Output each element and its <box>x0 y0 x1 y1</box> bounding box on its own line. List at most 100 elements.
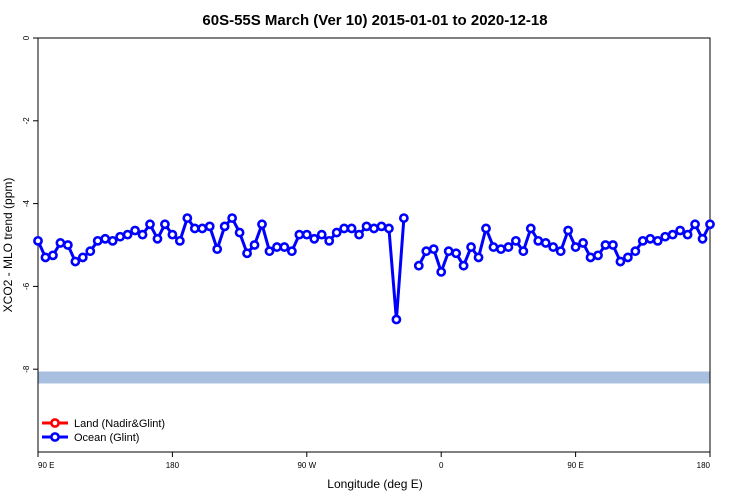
data-point <box>152 233 163 244</box>
data-point <box>466 242 476 252</box>
legend-swatch-marker <box>50 432 60 442</box>
reference-band <box>38 371 710 384</box>
data-point <box>361 221 372 232</box>
data-point <box>294 229 305 240</box>
reference-band-layer <box>38 371 710 384</box>
data-point <box>339 223 350 234</box>
data-point <box>391 314 402 325</box>
data-point <box>107 235 118 246</box>
series-line <box>36 216 406 321</box>
data-point <box>62 240 73 250</box>
data-point <box>570 242 581 252</box>
data-point <box>615 256 626 267</box>
x-tick-label: 90 W <box>297 461 316 470</box>
data-point <box>309 233 320 244</box>
data-point <box>667 229 678 240</box>
data-point <box>697 233 708 244</box>
data-point <box>182 213 193 223</box>
data-point <box>578 238 588 248</box>
data-point <box>219 221 230 232</box>
data-point <box>369 223 379 234</box>
data-point <box>92 235 103 246</box>
data-point <box>600 240 611 250</box>
data-point <box>518 246 529 257</box>
x-tick-label: 0 <box>439 461 444 470</box>
data-point <box>637 235 648 246</box>
data-point <box>204 221 215 232</box>
x-tick-label: 180 <box>166 461 180 470</box>
data-point <box>436 267 447 277</box>
data-point <box>473 252 484 263</box>
data-point <box>100 233 111 244</box>
data-point <box>264 246 275 257</box>
data-point <box>346 223 357 234</box>
data-point <box>690 219 700 230</box>
data-point <box>413 260 424 271</box>
data-point <box>160 219 170 230</box>
data-point <box>645 233 656 244</box>
data-point <box>705 219 715 230</box>
x-tick-label: 90 E <box>38 461 54 470</box>
data-point <box>77 252 88 263</box>
data-point <box>481 223 491 234</box>
data-point <box>234 227 245 238</box>
data-point <box>40 252 51 263</box>
data-point <box>279 242 290 252</box>
data-point <box>384 223 394 234</box>
data-point <box>496 244 506 255</box>
data-point <box>548 242 559 252</box>
chart-title: 60S-55S March (Ver 10) 2015-01-01 to 202… <box>202 12 547 29</box>
data-point <box>563 225 574 236</box>
data-point <box>189 223 200 234</box>
data-point <box>488 242 499 252</box>
data-point <box>316 229 327 240</box>
data-point <box>540 238 551 248</box>
data-point <box>428 244 439 255</box>
data-point <box>85 246 96 257</box>
data-point <box>122 229 133 240</box>
data-point <box>115 231 126 242</box>
data-point <box>354 229 364 240</box>
data-point <box>458 260 469 271</box>
data-point <box>451 248 462 259</box>
legend-label: Land (Nadir&Glint) <box>74 418 165 430</box>
data-point <box>555 246 566 257</box>
x-tick-label: 180 <box>697 461 711 470</box>
data-point <box>212 244 223 255</box>
data-point <box>167 229 178 240</box>
data-point <box>286 246 297 257</box>
data-point <box>376 221 387 232</box>
data-point <box>585 252 596 263</box>
data-point <box>510 235 521 246</box>
x-tick-label: 90 E <box>567 461 583 470</box>
data-point <box>652 235 663 246</box>
legend: Land (Nadir&Glint) Ocean (Glint) <box>42 418 165 444</box>
data-point <box>130 225 140 236</box>
y-axis-label: XCO2 - MLO trend (ppm) <box>1 178 15 313</box>
y-tick-label: 0 <box>22 35 31 40</box>
x-axis-label: Longitude (deg E) <box>327 477 422 491</box>
y-tick-label: -4 <box>22 199 31 207</box>
data-point <box>197 223 208 234</box>
y-axis: 0 -2 -4 -6 -8 <box>22 35 38 373</box>
data-point <box>301 229 312 240</box>
y-tick-label: -6 <box>22 282 31 290</box>
series-layer <box>33 213 715 325</box>
data-point <box>525 223 536 234</box>
data-point <box>443 246 454 257</box>
data-point <box>174 235 185 246</box>
data-point <box>331 227 342 238</box>
data-point <box>137 229 148 240</box>
data-point <box>33 235 43 246</box>
data-point <box>48 250 58 261</box>
y-tick-label: -2 <box>22 117 31 125</box>
data-point <box>682 229 693 240</box>
data-point <box>660 231 671 242</box>
data-point <box>421 246 432 257</box>
data-point <box>324 235 335 246</box>
data-point <box>55 238 66 248</box>
legend-label: Ocean (Glint) <box>74 432 139 444</box>
data-point <box>242 248 252 259</box>
data-point <box>503 242 514 252</box>
data-point <box>70 256 81 267</box>
